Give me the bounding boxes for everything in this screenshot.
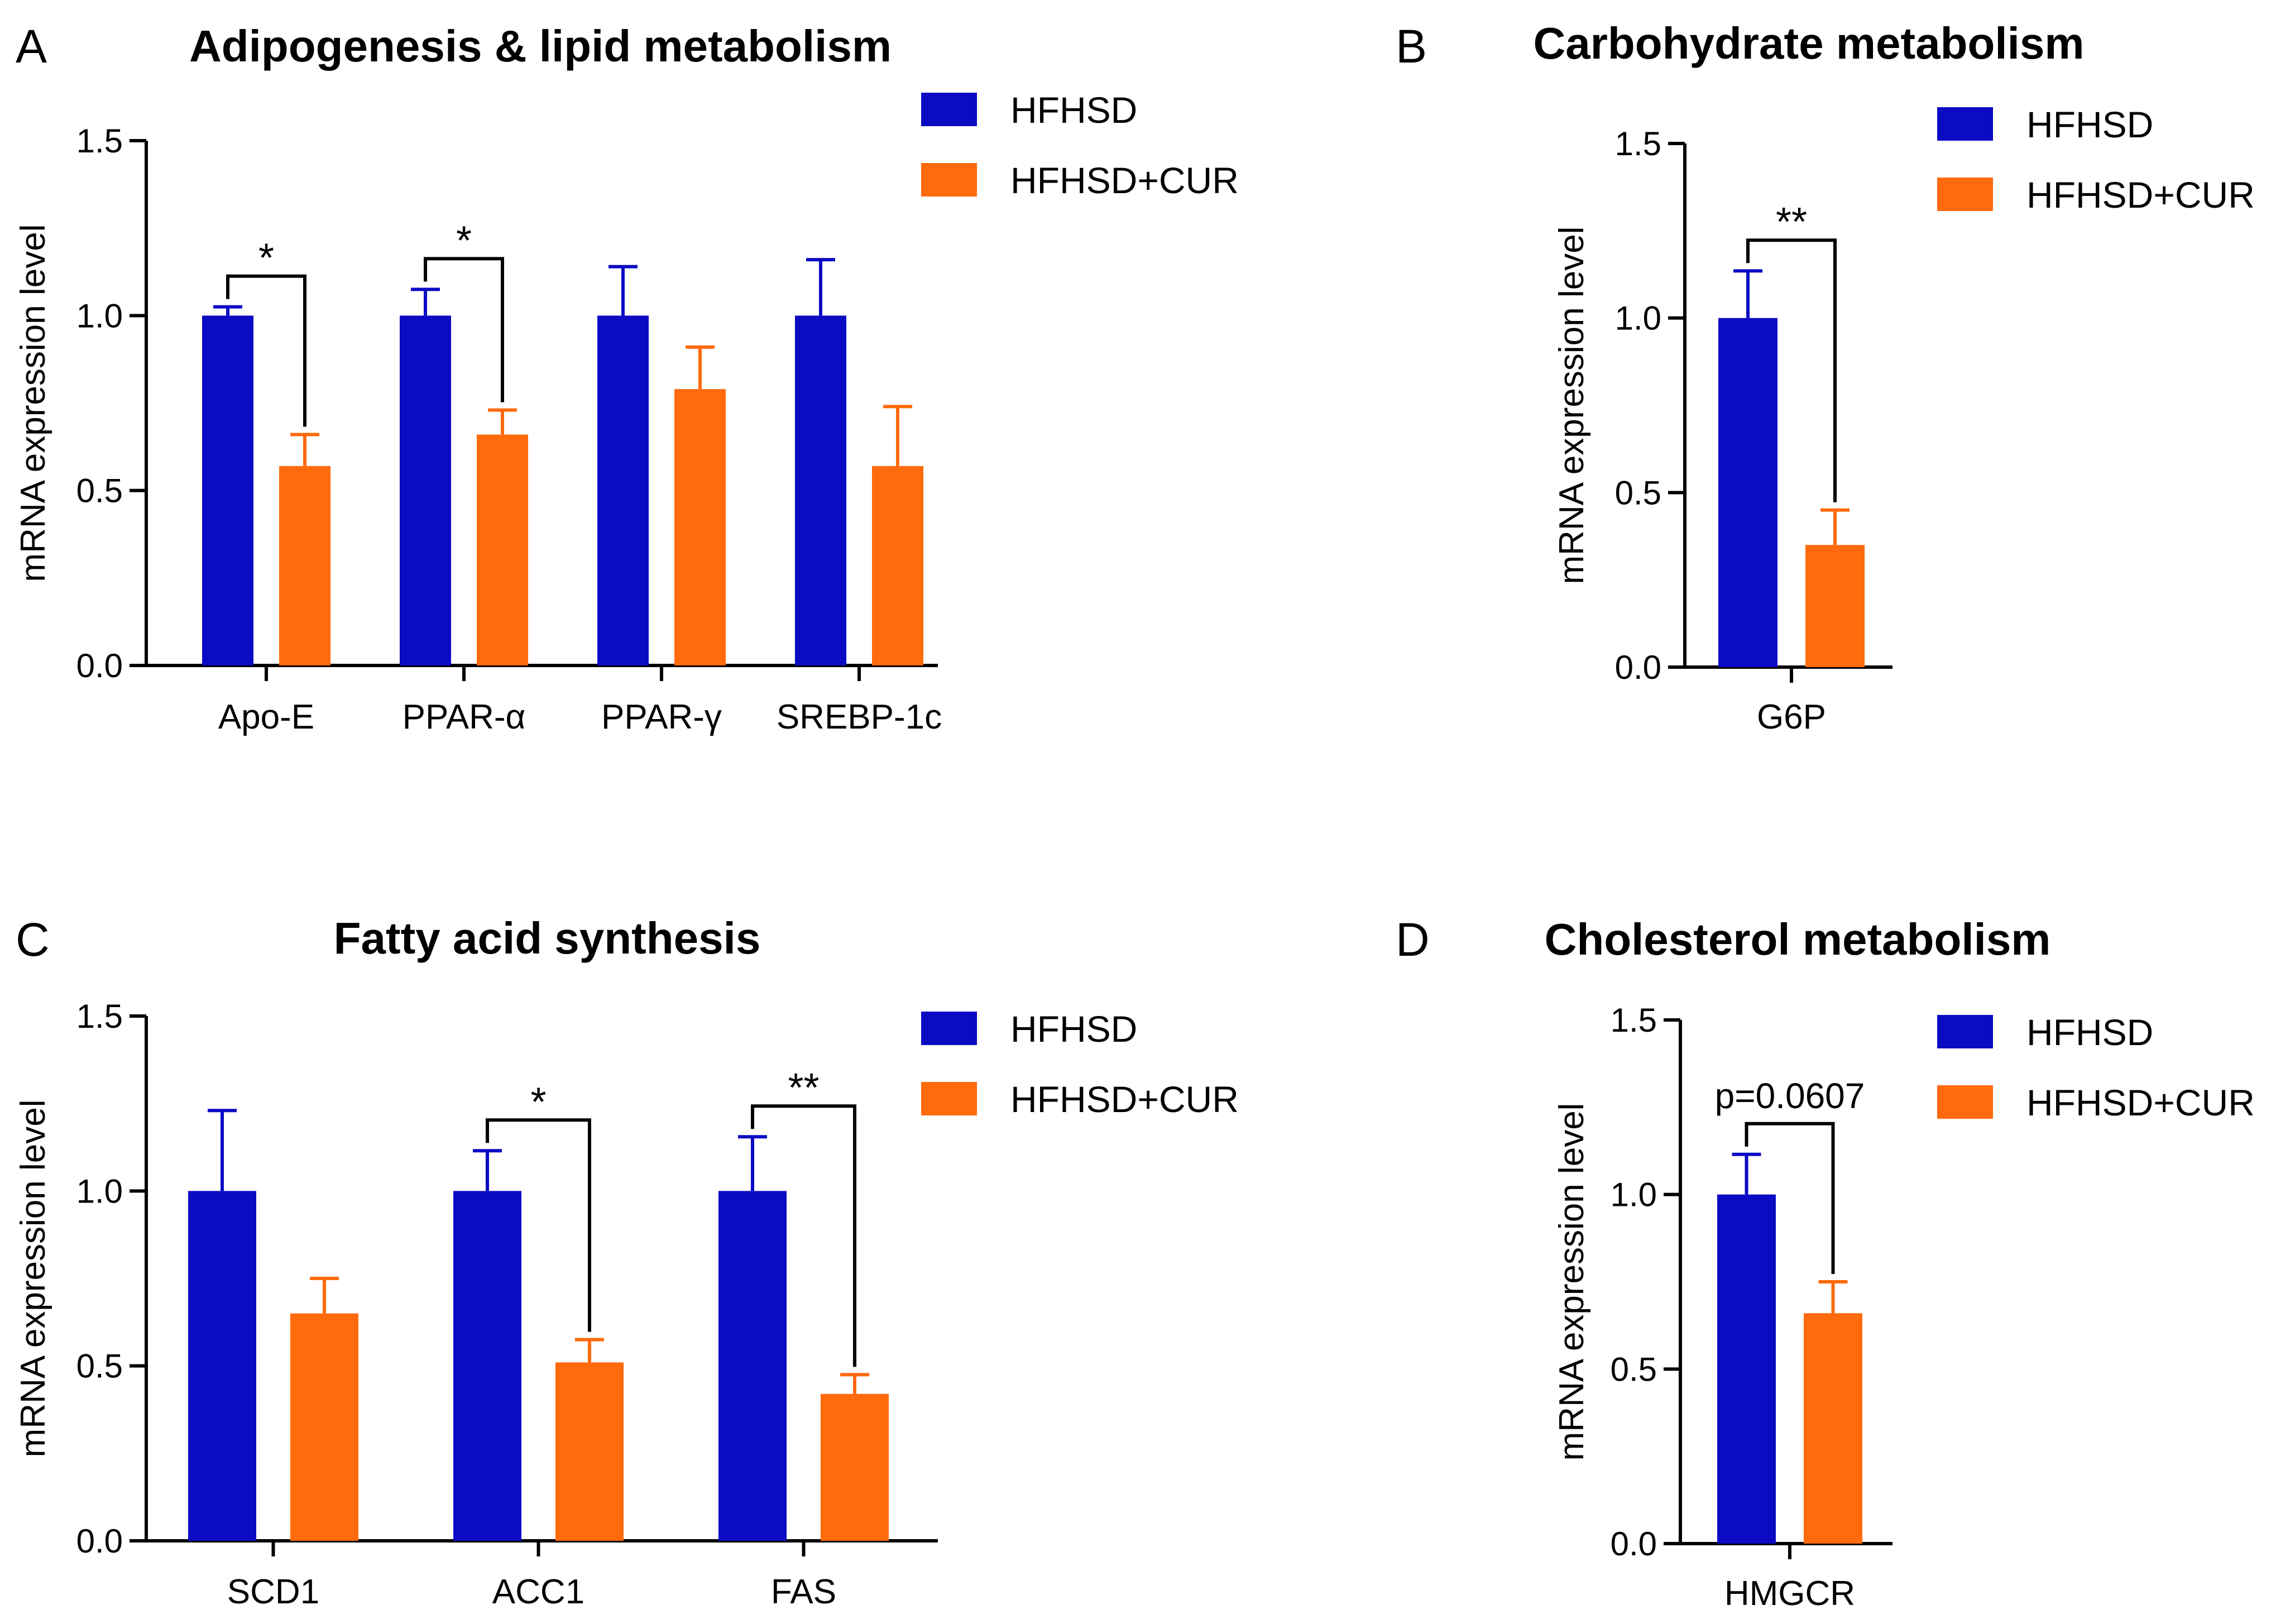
panel-letter: A <box>16 20 47 73</box>
legend-swatch <box>1937 178 1993 211</box>
chart-title: Carbohydrate metabolism <box>1534 18 2085 68</box>
legend-label: HFHSD+CUR <box>1010 160 1239 201</box>
y-tick-label: 1.0 <box>76 1172 123 1210</box>
x-tick-label: HMGCR <box>1724 1574 1855 1613</box>
significance-bracket <box>226 274 306 427</box>
bar-hfhsd <box>1717 1194 1776 1544</box>
significance-bracket <box>1746 238 1837 502</box>
chart-title: Adipogenesis & lipid metabolism <box>189 21 892 71</box>
legend-swatch <box>921 93 977 126</box>
panel-letter: B <box>1396 20 1427 73</box>
significance-bracket <box>424 257 504 403</box>
significance-label: p=0.0607 <box>1715 1076 1865 1116</box>
y-tick-label: 0.0 <box>76 1522 123 1560</box>
legend-label: HFHSD+CUR <box>2026 1082 2255 1123</box>
bar-hfhsd-cur <box>279 466 330 665</box>
significance-label: * <box>258 236 274 281</box>
y-tick-label: 1.5 <box>76 122 123 160</box>
y-tick-label: 0.0 <box>1611 1525 1657 1563</box>
y-tick-label: 1.5 <box>1611 1002 1657 1039</box>
x-tick-label: PPAR-α <box>403 698 526 736</box>
y-tick-label: 1.0 <box>76 297 123 334</box>
legend-label: HFHSD <box>1010 89 1137 131</box>
bar-hfhsd <box>1718 318 1777 667</box>
panel-letter: C <box>16 913 50 966</box>
x-tick-label: Apo-E <box>218 698 314 736</box>
legend-swatch <box>1937 1015 1993 1048</box>
y-tick-label: 1.0 <box>1615 300 1661 337</box>
significance-bracket <box>1745 1122 1835 1274</box>
y-tick-label: 0.0 <box>76 647 123 684</box>
bar-hfhsd <box>795 315 846 665</box>
bar-hfhsd-cur <box>674 389 726 665</box>
x-tick-label: SREBP-1c <box>777 698 942 736</box>
bar-hfhsd-cur <box>477 434 528 665</box>
bar-hfhsd-cur <box>1805 545 1865 667</box>
y-tick-label: 0.5 <box>76 1348 123 1385</box>
chart-panel-d: D Cholesterol metabolism 0.0 0.5 1.0 1.5 mRNA … <box>1396 913 2255 1613</box>
x-tick-label: SCD1 <box>227 1573 319 1611</box>
bar-hfhsd <box>202 315 253 665</box>
bar-hfhsd-cur <box>555 1362 624 1541</box>
significance-label: * <box>456 218 472 263</box>
legend-swatch <box>921 1012 977 1045</box>
significance-label: * <box>530 1080 546 1124</box>
bar-hfhsd-cur <box>872 466 923 665</box>
significance-label: ** <box>788 1066 819 1110</box>
y-tick-label: 0.5 <box>1611 1350 1657 1388</box>
y-tick-label: 1.0 <box>1611 1176 1657 1214</box>
y-axis-label: mRNA expression level <box>14 1100 52 1458</box>
legend-label: HFHSD <box>1010 1008 1137 1050</box>
y-tick-label: 1.5 <box>76 998 123 1035</box>
significance-bracket <box>486 1118 591 1332</box>
chart-title: Cholesterol metabolism <box>1545 914 2051 964</box>
x-tick-label: G6P <box>1757 698 1826 736</box>
y-tick-label: 0.5 <box>76 472 123 510</box>
chart-panel-c: C Fatty acid synthesis 0.0 0.5 1.0 1.5 mRNA ex… <box>14 913 1239 1611</box>
legend-label: HFHSD+CUR <box>1010 1079 1239 1120</box>
y-tick-label: 0.5 <box>1615 474 1661 511</box>
legend-swatch <box>1937 1085 1993 1119</box>
bar-hfhsd-cur <box>1804 1313 1862 1544</box>
significance-label: ** <box>1776 200 1807 245</box>
y-axis-label: mRNA expression level <box>1553 1103 1591 1461</box>
bar-hfhsd <box>188 1191 256 1541</box>
legend-label: HFHSD+CUR <box>2026 174 2255 215</box>
y-tick-label: 1.5 <box>1615 125 1661 162</box>
bar-hfhsd <box>400 315 451 665</box>
legend-swatch <box>921 163 977 197</box>
panel-letter: D <box>1396 913 1430 966</box>
x-tick-label: FAS <box>771 1573 836 1611</box>
legend-swatch <box>921 1082 977 1115</box>
legend-label: HFHSD <box>2026 104 2153 145</box>
bar-hfhsd <box>453 1191 521 1541</box>
legend-label: HFHSD <box>2026 1012 2153 1053</box>
y-axis-label: mRNA expression level <box>14 224 52 582</box>
chart-panel-b: B Carbohydrate metabolism 0.0 0.5 1.0 1.5 mRNA… <box>1396 18 2255 736</box>
significance-bracket <box>751 1104 856 1367</box>
x-tick-label: PPAR-γ <box>601 698 722 736</box>
chart-title: Fatty acid synthesis <box>334 913 761 963</box>
chart-panel-a: A Adipogenesis & lipid metabolism 0.0 0.5 1.… <box>14 20 1239 736</box>
bar-hfhsd <box>597 315 649 665</box>
y-tick-label: 0.0 <box>1615 649 1661 686</box>
bar-hfhsd-cur <box>290 1313 358 1541</box>
bar-hfhsd <box>718 1191 787 1541</box>
legend-swatch <box>1937 107 1993 141</box>
x-tick-label: ACC1 <box>492 1573 584 1611</box>
y-axis-label: mRNA expression level <box>1553 227 1591 585</box>
bar-hfhsd-cur <box>821 1393 889 1541</box>
